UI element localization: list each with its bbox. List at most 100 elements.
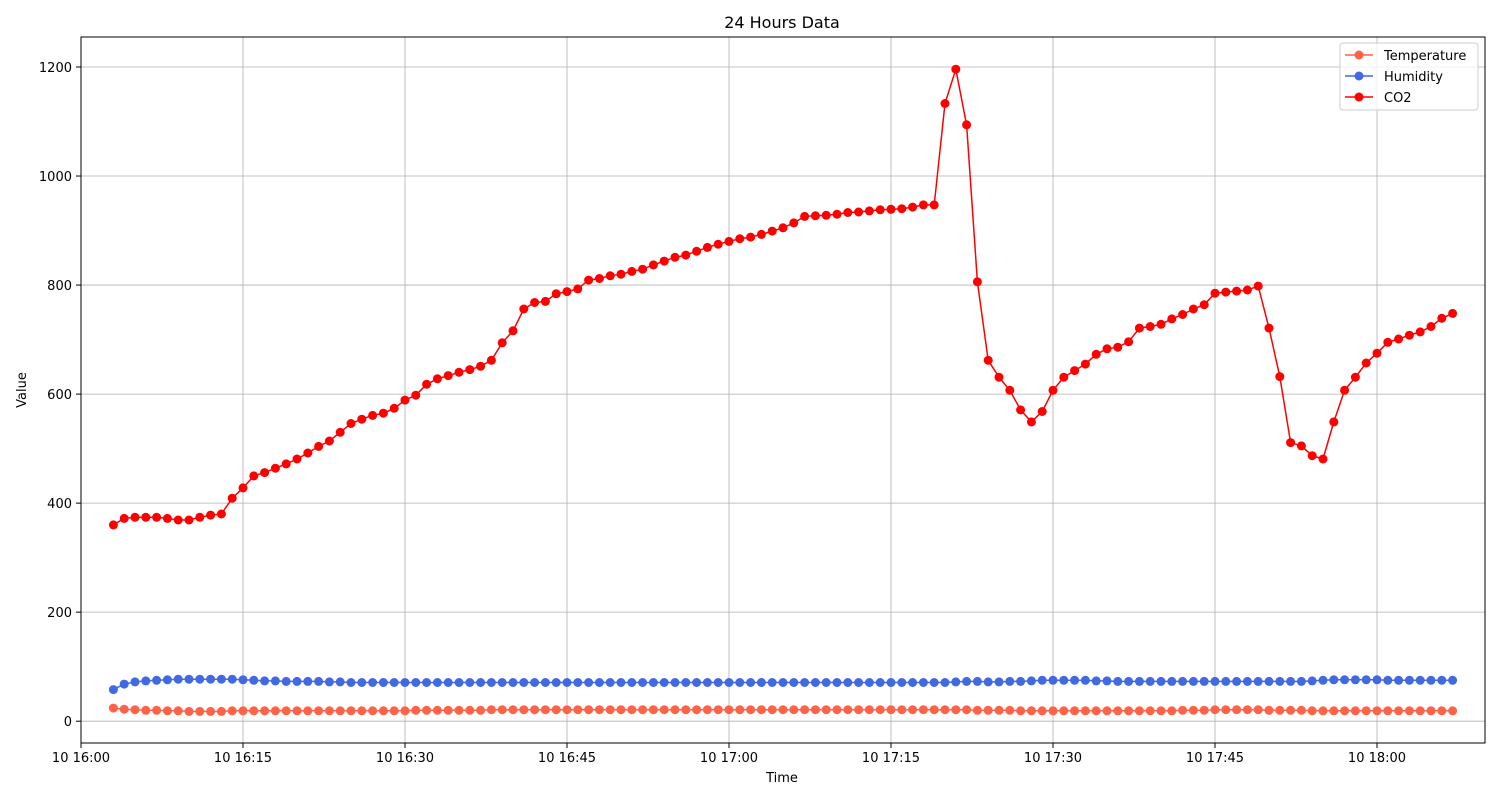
temperature-point	[659, 705, 669, 715]
temperature-point	[1253, 705, 1263, 715]
temperature-point	[746, 705, 756, 715]
co2-point	[314, 441, 324, 451]
co2-point	[1350, 372, 1360, 382]
temperature-point	[324, 706, 334, 716]
temperature-point	[972, 705, 982, 715]
co2-point	[1264, 323, 1274, 333]
temperature-point	[1404, 706, 1414, 716]
humidity-point	[854, 678, 864, 687]
temperature-point	[314, 706, 324, 716]
temperature-point	[648, 705, 658, 715]
co2-point	[141, 512, 151, 522]
temperature-point	[1340, 706, 1350, 716]
temperature-point	[195, 706, 205, 716]
co2-point	[1242, 285, 1252, 295]
co2-point	[1275, 372, 1285, 382]
co2-point	[648, 260, 658, 270]
temperature-point	[497, 705, 507, 715]
x-tick-label: 10 17:15	[862, 751, 920, 766]
humidity-point	[400, 678, 410, 687]
co2-point	[692, 246, 702, 256]
temperature-point	[573, 705, 583, 715]
humidity-point	[983, 677, 993, 687]
temperature-point	[303, 706, 313, 716]
temperature-point	[152, 705, 162, 715]
co2-point	[173, 515, 183, 525]
humidity-point	[1296, 676, 1306, 686]
temperature-point	[1350, 706, 1360, 716]
humidity-point	[378, 678, 388, 687]
humidity-point	[627, 678, 637, 687]
co2-point	[119, 513, 129, 523]
humidity-point	[1350, 675, 1360, 685]
co2-point	[519, 304, 529, 314]
co2-point	[508, 326, 518, 336]
co2-point	[411, 390, 421, 400]
humidity-point	[800, 678, 810, 687]
co2-point	[832, 209, 842, 219]
co2-point	[1415, 327, 1425, 337]
humidity-point	[908, 678, 918, 687]
temperature-point	[918, 705, 928, 715]
humidity-point	[605, 678, 615, 687]
temperature-point	[843, 705, 853, 715]
temperature-point	[767, 705, 777, 715]
co2-point	[605, 271, 615, 281]
humidity-point	[195, 674, 205, 684]
legend-item-humidity: Humidity	[1345, 70, 1443, 85]
legend-swatch-marker	[1354, 92, 1364, 102]
humidity-point	[1016, 676, 1026, 686]
co2-point	[281, 459, 291, 469]
humidity-point	[1394, 675, 1404, 685]
temperature-point	[778, 705, 788, 715]
co2-point	[1286, 438, 1296, 448]
temperature-point	[1286, 705, 1296, 715]
temperature-point	[616, 705, 626, 715]
temperature-point	[184, 706, 194, 716]
temperature-point	[692, 705, 702, 715]
humidity-point	[594, 678, 604, 687]
co2-point	[1026, 417, 1036, 427]
temperature-point	[594, 705, 604, 715]
co2-point	[1318, 454, 1328, 464]
co2-point	[940, 99, 950, 108]
humidity-point	[1340, 675, 1350, 685]
temperature-point	[486, 705, 496, 715]
humidity-point	[875, 678, 885, 687]
temperature-point	[940, 705, 950, 715]
humidity-point	[929, 678, 939, 687]
temperature-point	[702, 705, 712, 715]
x-tick-label: 10 17:00	[700, 751, 758, 766]
temperature-point	[1124, 706, 1134, 716]
co2-point	[1113, 342, 1123, 352]
temperature-point	[864, 705, 874, 715]
y-tick-label: 1000	[39, 170, 72, 185]
humidity-point	[1437, 675, 1447, 685]
co2-point	[1080, 359, 1090, 369]
legend-swatch-marker	[1354, 50, 1364, 60]
temperature-point	[1296, 705, 1306, 715]
humidity-point	[411, 678, 421, 687]
humidity-point	[173, 674, 183, 684]
humidity-point	[162, 675, 172, 685]
humidity-point	[724, 678, 734, 687]
temperature-point	[422, 705, 432, 715]
temperature-point	[605, 705, 615, 715]
co2-point	[1372, 348, 1382, 358]
temperature-point	[508, 705, 518, 715]
co2-point	[724, 236, 734, 246]
co2-point	[1070, 366, 1080, 376]
x-tick-label: 10 18:00	[1348, 751, 1406, 766]
humidity-point	[897, 678, 907, 687]
y-tick-label: 0	[64, 715, 72, 730]
humidity-point	[1221, 676, 1231, 686]
x-tick-label: 10 17:45	[1186, 751, 1244, 766]
temperature-point	[1210, 705, 1220, 715]
co2-point	[368, 410, 378, 420]
co2-point	[897, 204, 907, 214]
co2-point	[540, 296, 550, 306]
temperature-point	[1307, 706, 1317, 716]
co2-point	[497, 338, 507, 348]
temperature-point	[1156, 706, 1166, 716]
humidity-point	[357, 678, 367, 687]
